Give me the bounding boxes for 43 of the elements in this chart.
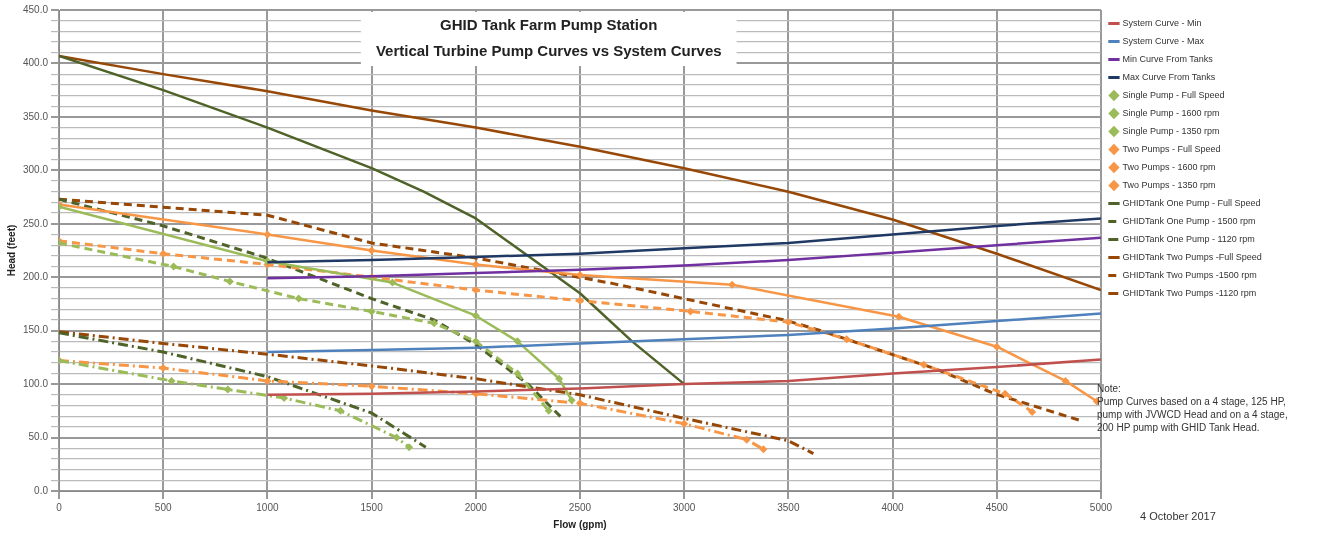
x-tick-label: 500 xyxy=(154,501,172,513)
x-tick-label: 3000 xyxy=(673,501,696,513)
y-tick-label: 450.0 xyxy=(22,3,49,15)
y-tick-label: 350.0 xyxy=(22,110,49,122)
legend-label: GHIDTank Two Pumps -1120 rpm xyxy=(1122,287,1257,298)
legend-label: Min Curve From Tanks xyxy=(1122,53,1214,64)
legend-label: GHIDTank Two Pumps -1500 rpm xyxy=(1122,269,1257,280)
legend-label: GHIDTank Two Pumps -Full Speed xyxy=(1122,251,1262,262)
y-tick-label: 200.0 xyxy=(22,270,49,282)
legend-label: Max Curve From Tanks xyxy=(1122,71,1216,82)
y-tick-label: 50.0 xyxy=(28,431,49,443)
y-tick-label: 300.0 xyxy=(22,164,49,176)
legend-label: Single Pump - 1350 rpm xyxy=(1122,125,1220,136)
legend-label: GHIDTank One Pump - 1500 rpm xyxy=(1122,215,1256,226)
y-tick-label: 400.0 xyxy=(22,57,49,69)
x-tick-label: 2500 xyxy=(568,501,592,513)
legend-label: System Curve - Max xyxy=(1122,35,1205,46)
x-tick-label: 4500 xyxy=(985,501,1009,513)
legend-label: System Curve - Min xyxy=(1122,17,1202,28)
legend-label: GHIDTank One Pump - Full Speed xyxy=(1122,197,1261,208)
y-tick-label: 150.0 xyxy=(22,324,49,336)
x-tick-label: 2000 xyxy=(464,501,488,513)
x-tick-label: 5000 xyxy=(1089,501,1113,513)
chart-title: GHID Tank Farm Pump Station xyxy=(440,16,658,34)
x-tick-label: 0 xyxy=(56,501,63,513)
y-tick-label: 250.0 xyxy=(22,217,49,229)
text: 4 October 2017 xyxy=(1140,510,1216,522)
legend-label: Two Pumps - 1600 rpm xyxy=(1122,161,1216,172)
text: Vertical Turbine Pump Curves vs System Curves xyxy=(375,42,722,60)
x-tick-label: 3500 xyxy=(777,501,800,513)
x-tick-label: 4000 xyxy=(881,501,905,513)
x-tick-label: 1500 xyxy=(360,501,384,513)
annotation: Note: Pump Curves based on a 4 stage, 125 HP, pump with JVWCD Head and on a 4 stage, 200 HP pump with GHID Tank Head. xyxy=(1097,382,1289,434)
y-tick-label: 100.0 xyxy=(22,377,49,389)
y-axis-title: Head (feet) xyxy=(5,224,17,277)
x-axis-title: Flow (gpm) xyxy=(553,518,607,530)
legend-label: Single Pump - 1600 rpm xyxy=(1122,107,1220,118)
legend-label: Two Pumps - Full Speed xyxy=(1122,143,1221,154)
legend-label: Two Pumps - 1350 rpm xyxy=(1122,179,1216,190)
legend-label: Single Pump - Full Speed xyxy=(1122,89,1225,100)
legend-label: GHIDTank One Pump - 1120 rpm xyxy=(1122,233,1255,244)
y-tick-label: 0.0 xyxy=(34,484,49,496)
x-tick-label: 1000 xyxy=(256,501,279,513)
